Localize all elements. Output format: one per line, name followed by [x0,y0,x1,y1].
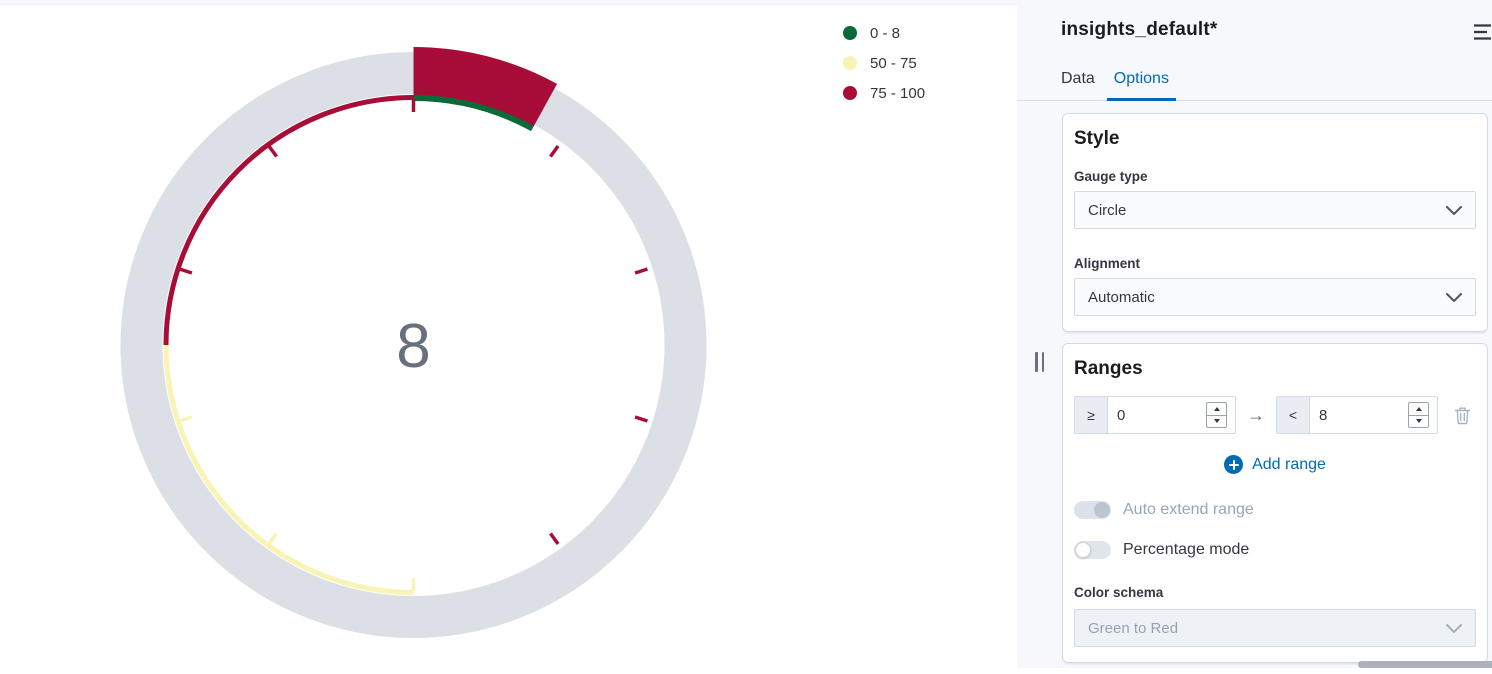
range-from-group: ≥ [1074,396,1236,434]
legend-item[interactable]: 0 - 8 [843,18,925,48]
percentage-toggle[interactable] [1074,541,1111,559]
toggle-knob [1094,502,1110,518]
legend-label: 50 - 75 [870,54,917,72]
auto-extend-label: Auto extend range [1123,501,1254,518]
triangle-up-icon [1213,406,1220,411]
add-range-label: Add range [1252,455,1326,473]
menu-right-icon[interactable] [1473,22,1492,42]
percentage-mode-row: Percentage mode [1074,541,1476,559]
tab-options[interactable]: Options [1106,69,1176,101]
panel-header: insights_default* Data Options [1017,0,1492,101]
legend-swatch-icon [843,56,857,70]
ranges-card: Ranges ≥ → < [1062,343,1488,663]
plus-circle-icon [1224,455,1244,474]
stepper-down-button[interactable] [1207,416,1226,428]
range-to-input[interactable] [1310,406,1408,424]
top-strip [0,0,1017,5]
gauge-type-label: Gauge type [1074,169,1148,184]
add-range-button[interactable]: Add range [1074,455,1476,474]
chart-area: 8 0 - 8 50 - 75 75 - 100 [0,0,1017,638]
horizontal-scrollbar-thumb[interactable] [1358,661,1492,668]
range-to-operator: < [1277,397,1310,433]
legend-label: 75 - 100 [870,84,926,102]
number-stepper [1206,402,1227,428]
legend: 0 - 8 50 - 75 75 - 100 [843,18,925,108]
range-to-group: < [1276,396,1438,434]
chevron-down-icon [1446,205,1462,215]
range-from-input[interactable] [1108,406,1206,424]
panel-title: insights_default* [1061,19,1218,40]
triangle-up-icon [1415,406,1422,411]
style-card: Style Gauge type Circle Alignment Automa… [1062,113,1488,332]
panel-resize-handle[interactable] [1035,352,1044,372]
panel-tabs: Data Options [1054,69,1181,101]
range-row: ≥ → < [1074,396,1476,434]
auto-extend-row: Auto extend range [1074,501,1476,519]
triangle-down-icon [1213,419,1220,424]
stepper-up-button[interactable] [1409,403,1428,416]
legend-item[interactable]: 75 - 100 [843,78,925,108]
alignment-value: Automatic [1088,288,1155,306]
gauge-type-value: Circle [1088,201,1127,219]
color-schema-value: Green to Red [1088,619,1179,637]
range-from-operator: ≥ [1075,397,1108,433]
triangle-down-icon [1415,419,1422,424]
legend-item[interactable]: 50 - 75 [843,48,925,78]
style-heading: Style [1074,128,1120,149]
legend-label: 0 - 8 [870,24,901,42]
toggle-knob [1075,542,1091,558]
legend-swatch-icon [843,26,857,40]
panel-content: Style Gauge type Circle Alignment Automa… [1062,113,1488,674]
chevron-down-icon [1446,623,1462,633]
tab-data[interactable]: Data [1061,70,1095,87]
delete-range-button [1454,406,1471,425]
chevron-down-icon [1446,292,1462,302]
gauge-type-select[interactable]: Circle [1074,191,1476,229]
range-arrow-icon: → [1247,404,1265,425]
stepper-up-button[interactable] [1207,403,1226,416]
number-stepper [1408,402,1429,428]
ranges-heading: Ranges [1074,358,1143,379]
color-schema-select: Green to Red [1074,609,1476,647]
color-schema-label: Color schema [1074,585,1164,600]
percentage-label: Percentage mode [1123,541,1250,558]
gauge-chart: 8 [120,47,707,638]
gauge-value: 8 [396,312,430,381]
auto-extend-toggle [1074,501,1111,519]
stepper-down-button[interactable] [1409,416,1428,428]
alignment-label: Alignment [1074,256,1140,271]
legend-swatch-icon [843,86,857,100]
alignment-select[interactable]: Automatic [1074,278,1476,316]
side-panel: insights_default* Data Options Style Gau… [1017,0,1492,668]
trash-icon [1454,407,1471,424]
